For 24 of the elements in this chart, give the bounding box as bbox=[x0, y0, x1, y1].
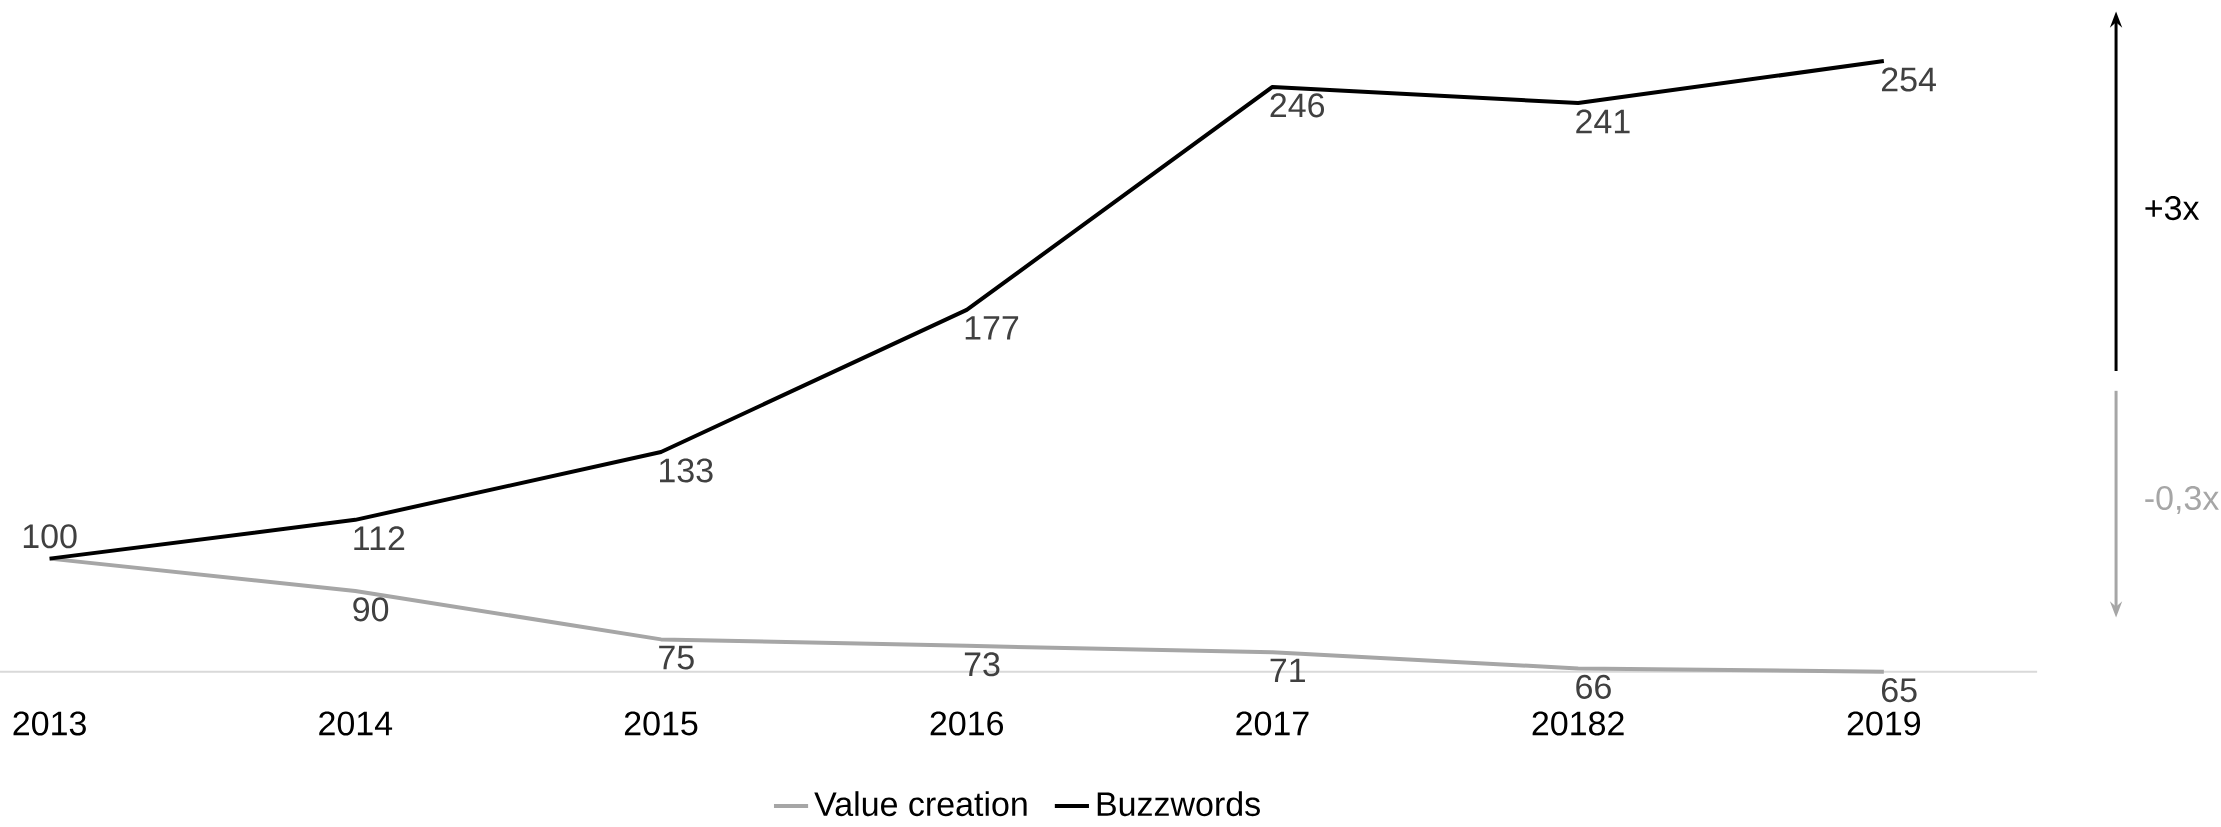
text: +3x bbox=[2145, 196, 2200, 221]
x-tick-label: 2019 bbox=[1847, 711, 1921, 736]
data-label: 75 bbox=[659, 645, 694, 670]
data-label: 73 bbox=[964, 652, 1000, 677]
data-label: 246 bbox=[1270, 93, 1325, 118]
x-tick-label: 2014 bbox=[319, 711, 393, 736]
data-label: 100 bbox=[23, 524, 77, 549]
text: -0,3x bbox=[2145, 486, 2219, 515]
x-tick-label: 2015 bbox=[624, 711, 698, 736]
x-tick-label: 2017 bbox=[1236, 711, 1309, 736]
data-label: 66 bbox=[1576, 675, 1611, 700]
x-tick-label: 2016 bbox=[930, 711, 1004, 736]
data-label: 112 bbox=[354, 526, 405, 551]
data-label: 133 bbox=[660, 458, 713, 483]
x-tick-label: 20182 bbox=[1532, 711, 1624, 736]
x-tick-label: 2013 bbox=[13, 711, 86, 736]
data-label: 65 bbox=[1881, 678, 1917, 703]
data-label: 254 bbox=[1881, 67, 1936, 92]
data-label: 177 bbox=[965, 316, 1019, 340]
legend-label: Value creation bbox=[814, 791, 1027, 817]
data-label: 71 bbox=[1270, 658, 1305, 683]
data-label: 241 bbox=[1576, 109, 1630, 134]
legend-label: Buzzwords bbox=[1097, 791, 1260, 817]
data-label: 90 bbox=[353, 597, 389, 622]
